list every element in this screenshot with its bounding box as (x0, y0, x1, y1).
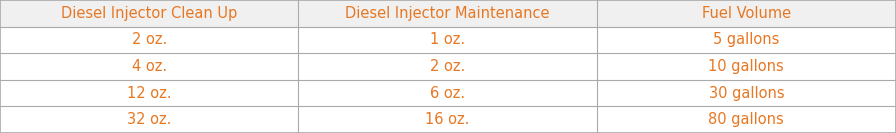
Text: 1 oz.: 1 oz. (430, 32, 465, 47)
Bar (0, 0, 298, 27)
Bar (298, 0, 597, 27)
Bar (0, 80, 896, 106)
Text: 2 oz.: 2 oz. (132, 32, 167, 47)
Text: 4 oz.: 4 oz. (132, 59, 167, 74)
Bar (0, 106, 896, 133)
Bar (597, 0, 896, 27)
Text: Diesel Injector Clean Up: Diesel Injector Clean Up (61, 6, 237, 21)
Bar (0, 53, 896, 80)
Text: 10 gallons: 10 gallons (709, 59, 784, 74)
Text: 80 gallons: 80 gallons (709, 112, 784, 127)
Text: 5 gallons: 5 gallons (713, 32, 780, 47)
Text: Diesel Injector Maintenance: Diesel Injector Maintenance (345, 6, 550, 21)
Text: 12 oz.: 12 oz. (127, 86, 171, 101)
Text: 2 oz.: 2 oz. (430, 59, 465, 74)
Bar (0, 27, 896, 53)
Text: 30 gallons: 30 gallons (709, 86, 784, 101)
Text: 16 oz.: 16 oz. (426, 112, 470, 127)
Text: 32 oz.: 32 oz. (127, 112, 171, 127)
Text: Fuel Volume: Fuel Volume (702, 6, 791, 21)
Text: 6 oz.: 6 oz. (430, 86, 465, 101)
